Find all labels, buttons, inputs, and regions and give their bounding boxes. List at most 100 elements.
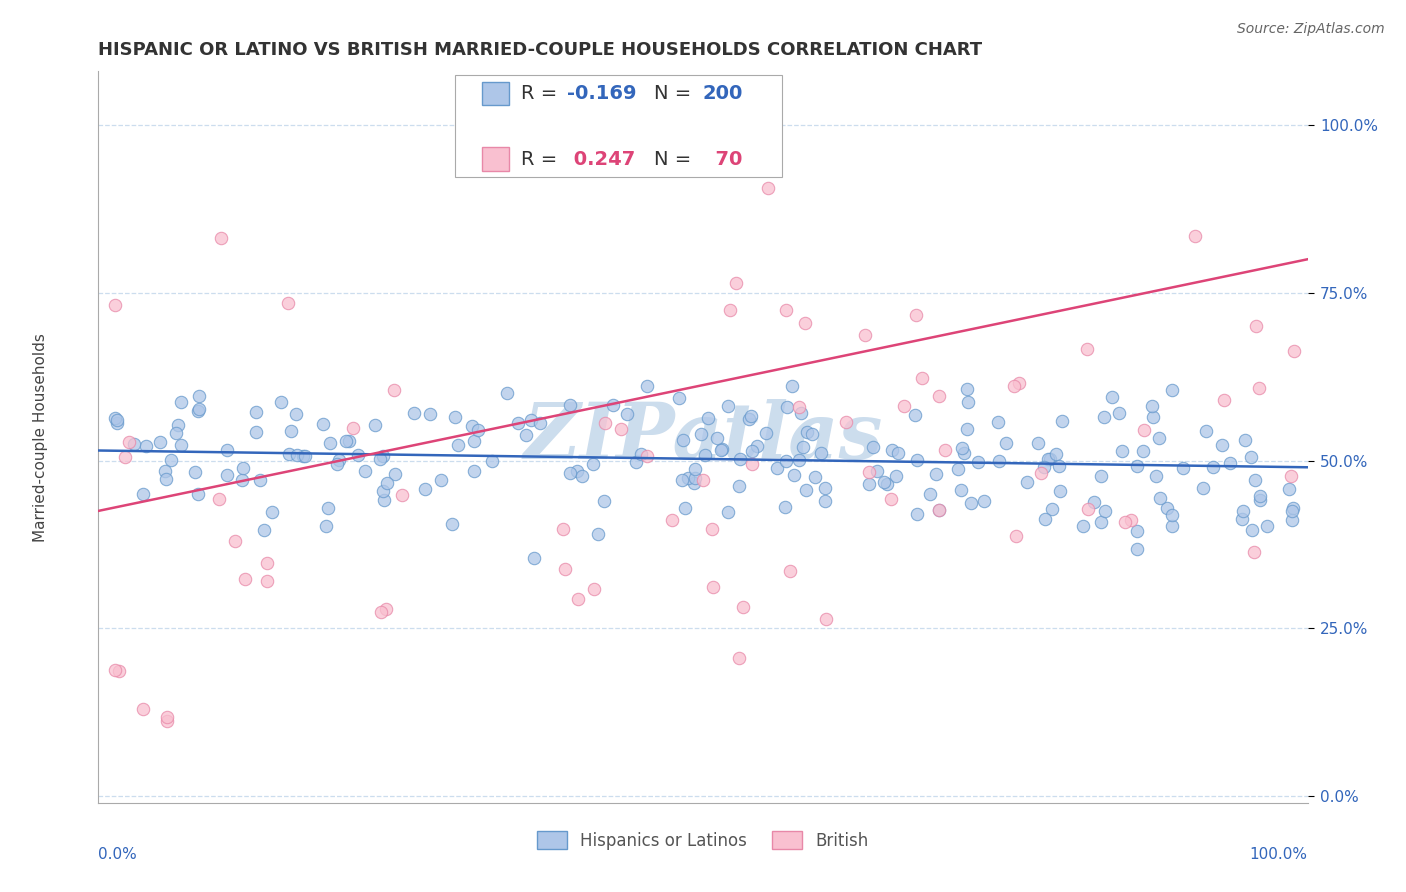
Point bbox=[873, 475, 896, 489]
Point bbox=[801, 426, 824, 441]
Point bbox=[928, 389, 950, 403]
Point bbox=[636, 449, 658, 463]
Point bbox=[887, 446, 910, 460]
Point bbox=[813, 494, 835, 508]
Text: 70: 70 bbox=[702, 150, 742, 169]
Point bbox=[949, 483, 972, 497]
Point bbox=[429, 473, 451, 487]
Point bbox=[418, 407, 440, 421]
Point bbox=[880, 492, 903, 507]
Point bbox=[208, 492, 231, 507]
Point bbox=[375, 602, 398, 616]
Point bbox=[1232, 504, 1254, 518]
Point bbox=[928, 502, 950, 516]
Point bbox=[167, 417, 190, 432]
Text: 100.0%: 100.0% bbox=[1250, 847, 1308, 862]
Text: Married-couple Households: Married-couple Households bbox=[32, 333, 48, 541]
Point bbox=[1279, 468, 1302, 483]
Point bbox=[187, 487, 209, 501]
Point bbox=[571, 468, 593, 483]
Point bbox=[697, 410, 720, 425]
Point bbox=[994, 436, 1017, 450]
Point bbox=[169, 394, 191, 409]
Point bbox=[661, 513, 683, 527]
Point bbox=[636, 379, 658, 393]
Point bbox=[609, 422, 631, 436]
Point bbox=[717, 399, 740, 413]
Point bbox=[905, 452, 928, 467]
Point bbox=[862, 440, 884, 454]
Point bbox=[342, 421, 364, 435]
Point bbox=[1281, 504, 1303, 518]
Point bbox=[689, 426, 711, 441]
Point bbox=[904, 408, 927, 422]
Point bbox=[245, 425, 267, 439]
Text: 0.0%: 0.0% bbox=[98, 847, 138, 862]
Point bbox=[461, 418, 484, 433]
Point bbox=[1026, 436, 1049, 450]
Point bbox=[337, 434, 360, 449]
Point bbox=[280, 424, 302, 438]
Point bbox=[905, 508, 928, 522]
Point bbox=[371, 449, 394, 463]
FancyBboxPatch shape bbox=[482, 81, 509, 105]
Point bbox=[876, 477, 898, 491]
Point bbox=[956, 383, 979, 397]
Point bbox=[1090, 515, 1112, 529]
Point bbox=[1156, 501, 1178, 516]
Text: -0.169: -0.169 bbox=[567, 84, 637, 103]
Point bbox=[673, 501, 696, 516]
Legend: Hispanics or Latinos, British: Hispanics or Latinos, British bbox=[530, 824, 876, 856]
Point bbox=[1202, 460, 1225, 475]
Point bbox=[948, 462, 970, 476]
Point bbox=[934, 443, 956, 458]
Point bbox=[1076, 343, 1098, 357]
Point bbox=[1140, 399, 1163, 413]
Point bbox=[370, 605, 392, 619]
Point bbox=[794, 483, 817, 498]
Point bbox=[114, 450, 136, 464]
Point bbox=[741, 458, 763, 472]
Point bbox=[270, 394, 292, 409]
Point bbox=[773, 500, 796, 514]
Point bbox=[740, 409, 762, 424]
Point bbox=[884, 468, 907, 483]
Point bbox=[810, 446, 832, 460]
Point bbox=[1094, 503, 1116, 517]
Point bbox=[252, 523, 274, 537]
Point bbox=[316, 500, 339, 515]
Point bbox=[1133, 423, 1156, 437]
Point bbox=[1213, 392, 1236, 407]
Point bbox=[495, 386, 517, 401]
Point bbox=[1121, 512, 1143, 526]
Point bbox=[169, 438, 191, 452]
Point bbox=[676, 471, 699, 485]
Point bbox=[104, 663, 127, 677]
Point bbox=[858, 477, 880, 491]
Point bbox=[402, 406, 425, 420]
Point bbox=[515, 428, 537, 442]
Point bbox=[467, 423, 489, 437]
Point bbox=[508, 416, 530, 430]
Text: Source: ZipAtlas.com: Source: ZipAtlas.com bbox=[1237, 22, 1385, 37]
Point bbox=[165, 425, 187, 440]
Point bbox=[447, 438, 470, 452]
Point bbox=[794, 316, 817, 330]
Point bbox=[1247, 381, 1270, 395]
Point bbox=[1241, 523, 1264, 537]
Point bbox=[245, 405, 267, 419]
Point bbox=[368, 452, 391, 467]
Point bbox=[792, 441, 814, 455]
Point bbox=[710, 442, 733, 457]
Text: HISPANIC OR LATINO VS BRITISH MARRIED-COUPLE HOUSEHOLDS CORRELATION CHART: HISPANIC OR LATINO VS BRITISH MARRIED-CO… bbox=[98, 41, 983, 59]
Point bbox=[108, 664, 131, 678]
Point bbox=[1036, 452, 1059, 467]
Point bbox=[1191, 481, 1213, 495]
Point bbox=[285, 407, 308, 421]
Point bbox=[1101, 390, 1123, 404]
Point bbox=[835, 415, 858, 429]
Point bbox=[373, 484, 395, 499]
Point bbox=[1108, 406, 1130, 420]
Point bbox=[1029, 467, 1052, 481]
Point bbox=[1114, 515, 1136, 529]
